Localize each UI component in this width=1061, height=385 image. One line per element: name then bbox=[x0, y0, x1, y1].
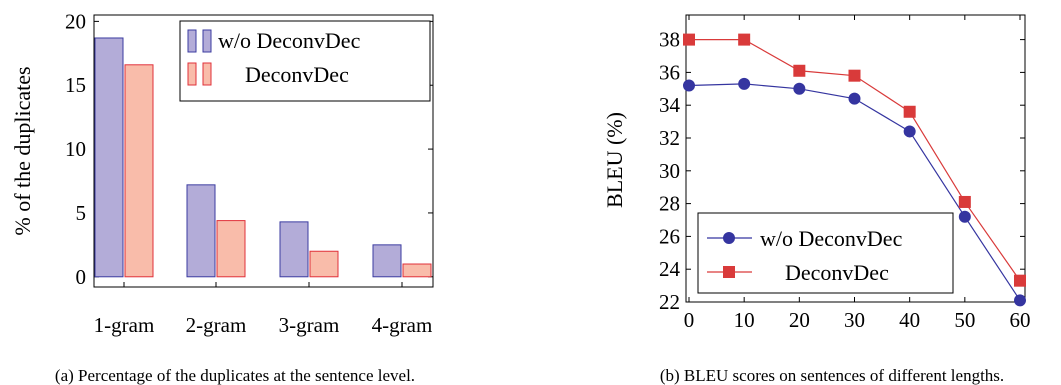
line-y-tick-label: 36 bbox=[659, 60, 680, 84]
bar-x-tick-label: 3-gram bbox=[279, 313, 340, 337]
point-deconvdec-0 bbox=[683, 33, 695, 46]
point-wo-deconvdec-50 bbox=[958, 210, 971, 223]
bar-y-tick-label: 15 bbox=[65, 73, 86, 97]
line-x-tick-label: 10 bbox=[734, 308, 755, 332]
point-wo-deconvdec-30 bbox=[848, 92, 861, 105]
point-wo-deconvdec-0 bbox=[683, 79, 695, 92]
bleu-line-chart: BLEU (%) 22 24 26 28 30 32 34 36 38 0 10 20 30 40 50 6… bbox=[602, 14, 1031, 385]
point-wo-deconvdec-10 bbox=[738, 77, 751, 90]
bar-legend-label-2: DeconvDec bbox=[245, 62, 349, 87]
line-x-tick-label: 40 bbox=[899, 308, 920, 332]
bar-deconvdec-4-gram bbox=[402, 263, 432, 278]
line-plot-frame bbox=[685, 14, 1026, 303]
point-deconvdec-50 bbox=[958, 195, 971, 208]
line-x-tick-label: 20 bbox=[789, 308, 810, 332]
bar-x-ticks: 1-gram 2-gram 3-gram 4-gram bbox=[94, 282, 433, 337]
point-deconvdec-40 bbox=[903, 105, 916, 118]
bar-plot-frame bbox=[93, 14, 434, 288]
line-y-tick-label: 26 bbox=[659, 224, 680, 248]
line-y-axis-label: BLEU (%) bbox=[602, 112, 627, 208]
bar-y-tick-label: 5 bbox=[76, 201, 87, 225]
line-y-tick-label: 22 bbox=[659, 290, 680, 314]
bar-y-tick-label: 20 bbox=[65, 9, 86, 33]
line-x-tick-label: 60 bbox=[1010, 308, 1031, 332]
line-legend: w/o DeconvDec DeconvDec bbox=[697, 212, 954, 294]
bar-deconvdec-1-gram bbox=[124, 64, 154, 278]
line-y-tick-label: 28 bbox=[659, 192, 680, 216]
bar-x-tick-label: 4-gram bbox=[372, 313, 433, 337]
point-wo-deconvdec-60 bbox=[1014, 294, 1026, 307]
point-deconvdec-20 bbox=[793, 64, 806, 77]
line-y-tick-label: 32 bbox=[659, 126, 680, 150]
line-legend-box bbox=[697, 212, 954, 294]
bar-wo-deconvdec-1-gram bbox=[94, 37, 124, 278]
bar-y-ticks: 0 5 10 15 20 bbox=[65, 9, 433, 289]
bar-legend-box bbox=[179, 20, 431, 102]
bar-y-tick-label: 10 bbox=[65, 137, 86, 161]
bar-legend: w/o DeconvDec DeconvDec bbox=[179, 20, 431, 102]
bar-chart-caption: (a) Percentage of the duplicates at the … bbox=[55, 366, 415, 385]
bar-legend-swatch-1b bbox=[202, 29, 212, 53]
bar-deconvdec-3-gram bbox=[309, 250, 339, 278]
line-legend-marker-1 bbox=[723, 232, 735, 244]
line-chart-caption: (b) BLEU scores on sentences of differen… bbox=[660, 366, 1004, 385]
line-x-tick-label: 30 bbox=[844, 308, 865, 332]
line-y-ticks: 22 24 26 28 30 32 34 36 38 bbox=[659, 28, 1025, 314]
bar-wo-deconvdec-3-gram bbox=[279, 221, 309, 278]
line-y-tick-label: 30 bbox=[659, 159, 680, 183]
bar-y-tick-label: 0 bbox=[76, 265, 87, 289]
bar-legend-label-1: w/o DeconvDec bbox=[218, 28, 361, 53]
bar-legend-swatch-1a bbox=[187, 29, 197, 53]
line-series bbox=[683, 33, 1026, 307]
line-y-tick-label: 24 bbox=[659, 257, 681, 281]
bar-x-tick-label: 1-gram bbox=[94, 313, 155, 337]
bar-wo-deconvdec-4-gram bbox=[372, 244, 402, 278]
line-legend-label-1: w/o DeconvDec bbox=[760, 226, 903, 251]
point-wo-deconvdec-20 bbox=[793, 82, 806, 95]
line-x-ticks: 0 10 20 30 40 50 60 bbox=[684, 15, 1031, 332]
bar-legend-swatch-2b bbox=[202, 62, 212, 86]
line-legend-label-2: DeconvDec bbox=[785, 260, 889, 285]
point-deconvdec-30 bbox=[848, 69, 861, 82]
line-y-tick-label: 38 bbox=[659, 28, 680, 52]
duplicates-bar-chart: % of the duplicates 0 5 10 15 20 1-gram 2-gra… bbox=[10, 9, 434, 385]
line-legend-marker-2 bbox=[723, 266, 735, 278]
bar-wo-deconvdec-2-gram bbox=[186, 184, 216, 278]
line-x-tick-label: 0 bbox=[684, 308, 695, 332]
point-deconvdec-10 bbox=[738, 33, 751, 46]
bar-y-axis-label: % of the duplicates bbox=[10, 66, 35, 235]
point-deconvdec-60 bbox=[1014, 274, 1026, 287]
line-y-tick-label: 34 bbox=[659, 93, 681, 117]
bar-series bbox=[94, 37, 432, 278]
point-wo-deconvdec-40 bbox=[903, 125, 916, 138]
bar-x-tick-label: 2-gram bbox=[186, 313, 247, 337]
line-x-tick-label: 50 bbox=[954, 308, 975, 332]
bar-deconvdec-2-gram bbox=[216, 220, 246, 278]
bar-legend-swatch-2a bbox=[187, 62, 197, 86]
